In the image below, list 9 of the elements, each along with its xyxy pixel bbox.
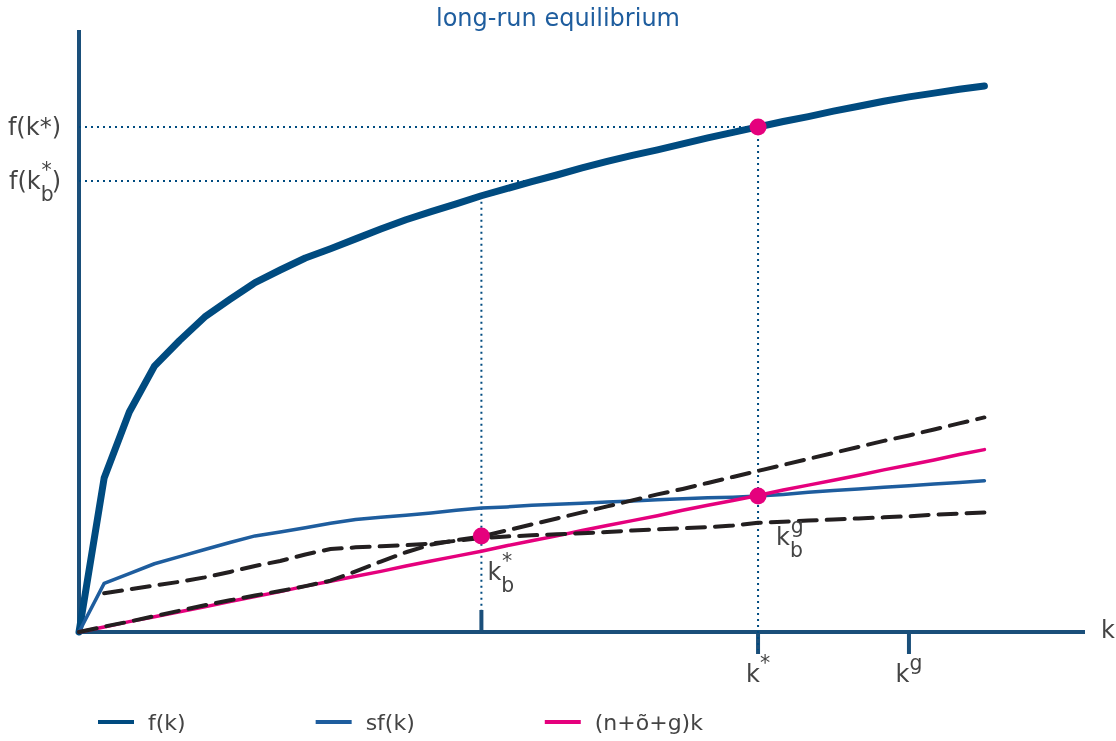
legend-label: sf(k) <box>365 710 415 735</box>
ref-line-label: f(k*) <box>7 112 61 141</box>
legend-label: (n+õ+g)k <box>594 710 704 735</box>
ref-line-label: f(k$_{b}$$^{*}$) <box>8 158 61 206</box>
legend-label: f(k) <box>148 710 186 735</box>
x-axis-title: k <box>1101 616 1115 644</box>
x-tick-label: k$^{g}$ <box>895 651 923 688</box>
chart-title: long-run equilibrium <box>436 4 680 32</box>
x-tick-label: k$^{*}$ <box>746 651 771 688</box>
